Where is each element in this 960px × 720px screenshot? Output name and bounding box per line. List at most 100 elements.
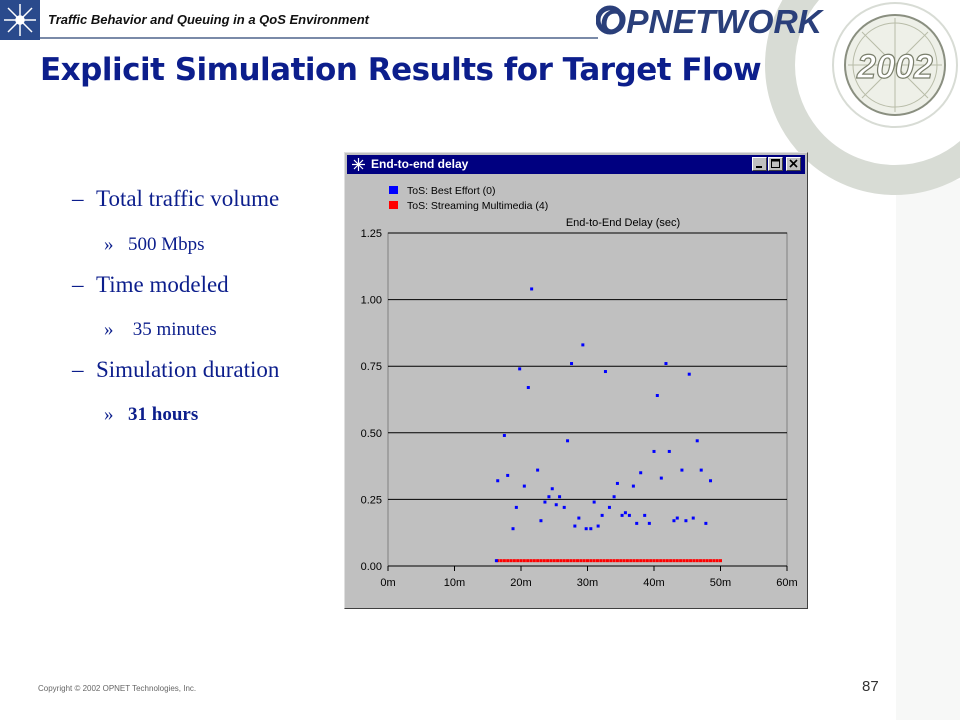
data-point-streaming: [615, 559, 619, 563]
data-point-best-effort: [589, 527, 593, 531]
data-point-streaming: [579, 559, 583, 563]
y-axis: 0.00 0.25 0.50 0.75 1.00 1.25: [361, 228, 382, 573]
data-point-best-effort: [675, 516, 679, 520]
data-point-best-effort: [695, 439, 699, 443]
data-point-streaming: [582, 559, 586, 563]
legend-label-best-effort: ToS: Best Effort (0): [407, 185, 496, 197]
data-point-best-effort: [502, 433, 506, 437]
data-point-best-effort: [592, 500, 596, 504]
data-point-best-effort: [596, 524, 600, 528]
data-point-best-effort: [607, 505, 611, 509]
star-app-icon: [352, 158, 365, 171]
close-icon: [789, 159, 798, 168]
data-point-streaming: [592, 559, 596, 563]
data-point-streaming: [602, 559, 606, 563]
data-point-best-effort: [570, 362, 574, 366]
presentation-title: Traffic Behavior and Queuing in a QoS En…: [48, 12, 369, 27]
year-badge-text: 2002: [856, 48, 933, 86]
data-point-best-effort: [581, 343, 585, 347]
data-point-streaming: [632, 559, 636, 563]
data-point-best-effort: [511, 527, 515, 531]
data-point-streaming: [529, 559, 533, 563]
bullet-text: Total traffic volume: [96, 186, 280, 211]
data-point-streaming: [629, 559, 633, 563]
data-point-best-effort: [539, 519, 543, 523]
opnetwork-logo: OPNETWORK: [596, 3, 824, 38]
data-point-best-effort: [573, 524, 577, 528]
data-point-streaming: [595, 559, 599, 563]
data-point-streaming: [519, 559, 523, 563]
data-point-best-effort: [543, 500, 547, 504]
data-point-streaming: [689, 559, 693, 563]
legend-swatch-best-effort: [389, 186, 398, 194]
data-point-streaming: [669, 559, 673, 563]
maximize-button[interactable]: [768, 157, 783, 171]
data-point-streaming: [709, 559, 713, 563]
data-point-streaming: [509, 559, 513, 563]
data-point-streaming: [589, 559, 593, 563]
data-point-best-effort: [667, 449, 671, 453]
data-point-best-effort: [652, 449, 656, 453]
minimize-button[interactable]: [752, 157, 767, 171]
x-tick-label: 50m: [710, 577, 731, 589]
data-point-streaming: [572, 559, 576, 563]
data-point-streaming: [522, 559, 526, 563]
data-point-streaming: [649, 559, 653, 563]
data-point-best-effort: [550, 487, 554, 491]
plot-area: [387, 232, 788, 567]
sub-bullet-item: » 35 minutes: [104, 319, 217, 341]
bullet-marker: –: [72, 272, 84, 297]
data-point-best-effort: [647, 521, 651, 525]
data-point-best-effort: [704, 521, 708, 525]
data-point-streaming: [526, 559, 530, 563]
bullet-item: – Total traffic volume: [72, 186, 279, 212]
data-point-streaming: [532, 559, 536, 563]
data-point-streaming: [506, 559, 510, 563]
data-point-streaming: [536, 559, 540, 563]
data-point-best-effort: [623, 511, 627, 515]
data-point-best-effort: [577, 516, 581, 520]
close-button[interactable]: [786, 157, 801, 171]
bullet-text: Time modeled: [96, 272, 229, 297]
data-point-streaming: [576, 559, 580, 563]
y-tick-label: 0.50: [361, 428, 382, 440]
bullet-marker: –: [72, 357, 84, 382]
data-point-streaming: [609, 559, 613, 563]
data-point-best-effort: [664, 362, 668, 366]
data-point-streaming: [599, 559, 603, 563]
data-point-best-effort: [566, 439, 570, 443]
data-point-best-effort: [522, 484, 526, 488]
data-point-best-effort: [603, 370, 607, 374]
x-tick-label: 30m: [577, 577, 598, 589]
series-layer: [494, 287, 722, 563]
data-point-best-effort: [615, 481, 619, 485]
data-point-best-effort: [494, 559, 498, 563]
data-point-streaming: [542, 559, 546, 563]
data-point-streaming: [586, 559, 589, 563]
y-tick-label: 1.25: [361, 228, 382, 240]
data-point-best-effort: [635, 521, 639, 525]
data-point-streaming: [512, 559, 516, 563]
data-point-best-effort: [526, 386, 530, 390]
data-point-streaming: [559, 559, 563, 563]
legend-swatch-streaming: [389, 201, 398, 209]
x-tick-label: 20m: [510, 577, 531, 589]
data-point-streaming: [625, 559, 629, 563]
chart-title: End-to-End Delay (sec): [566, 217, 680, 229]
window-titlebar[interactable]: End-to-end delay: [347, 155, 805, 174]
data-point-streaming: [682, 559, 686, 563]
data-point-streaming: [566, 559, 570, 563]
sub-bullet-text: 500 Mbps: [128, 234, 205, 255]
delay-chart: 0.00 0.25 0.50 0.75 1.00 1.25 0m 10m 20m 30m 40m 5…: [361, 185, 798, 589]
data-point-best-effort: [709, 479, 713, 483]
data-point-streaming: [556, 559, 560, 563]
data-point-streaming: [659, 559, 663, 563]
data-point-best-effort: [518, 367, 522, 371]
y-tick-label: 0.25: [361, 494, 382, 506]
data-point-best-effort: [684, 519, 688, 523]
data-point-streaming: [672, 559, 676, 563]
data-point-streaming: [655, 559, 659, 563]
data-point-streaming: [562, 559, 566, 563]
chart-window: End-to-end delay 0.00 0.25 0.50 0.75 1.00 1.2…: [344, 152, 808, 609]
